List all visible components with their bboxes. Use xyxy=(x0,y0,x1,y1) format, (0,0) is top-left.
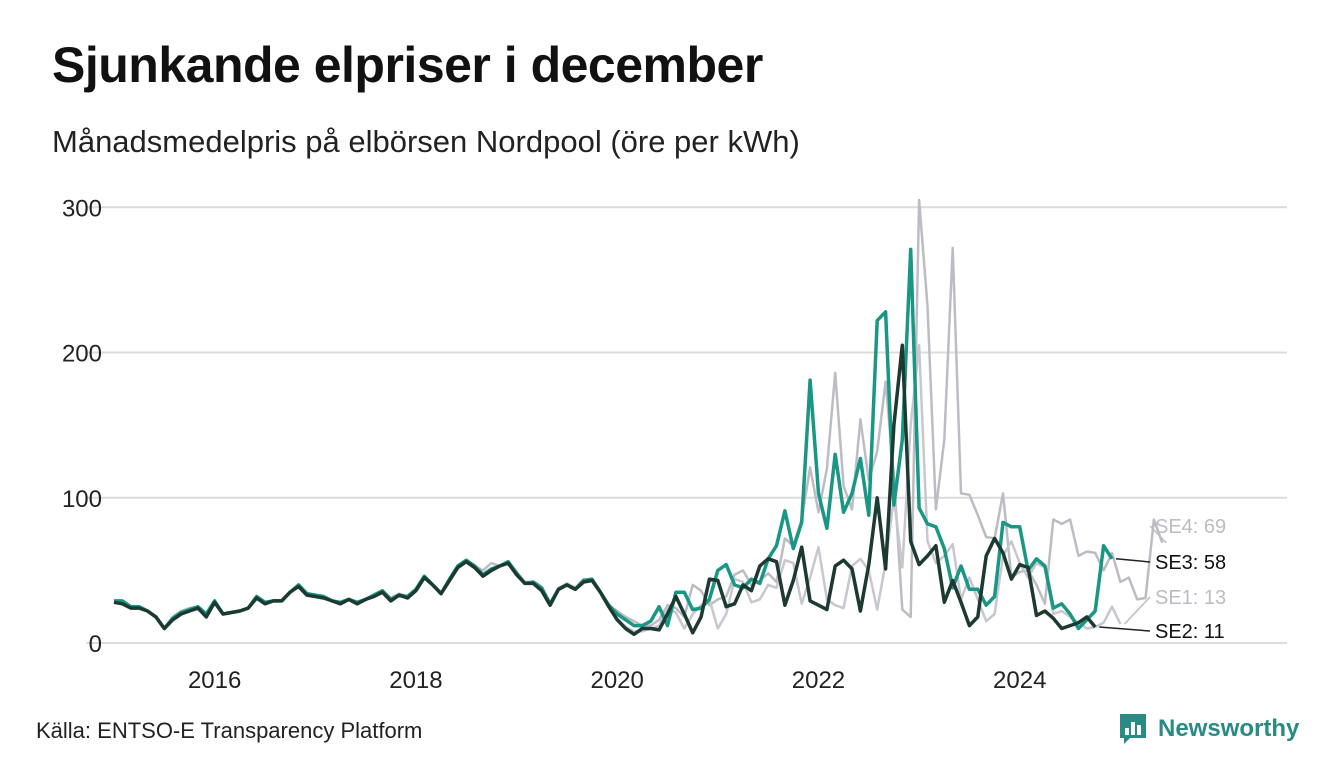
end-label-se1: SE1: 13 xyxy=(1155,587,1226,609)
x-tick-label: 2022 xyxy=(792,667,845,694)
end-label-se3: SE3: 58 xyxy=(1155,552,1226,574)
end-label-se4: SE4: 69 xyxy=(1155,516,1226,538)
leader-line-se4 xyxy=(1149,525,1167,544)
series-line-se2 xyxy=(113,343,1097,637)
y-tick-label: 0 xyxy=(89,631,102,658)
x-tick-label: 2024 xyxy=(993,667,1046,694)
end-label-se2: SE2: 11 xyxy=(1155,621,1225,643)
y-tick-label: 300 xyxy=(62,195,102,222)
y-tick-label: 100 xyxy=(62,486,102,513)
leader-line-se3 xyxy=(1115,558,1151,563)
series-line-se3 xyxy=(114,247,1114,631)
chart-subtitle: Månadsmedelpris på elbörsen Nordpool (ör… xyxy=(52,124,800,159)
x-tick-label: 2018 xyxy=(389,667,442,694)
y-tick-label: 200 xyxy=(62,341,102,368)
leader-line-se1 xyxy=(1123,596,1151,625)
bar-chart-speech-icon xyxy=(1120,714,1146,744)
brand-name: Newsworthy xyxy=(1158,715,1300,742)
x-tick-label: 2020 xyxy=(590,667,643,694)
leader-line-se2 xyxy=(1099,626,1151,632)
brand-logo[interactable]: Newsworthy xyxy=(1118,712,1299,746)
chart-title: Sjunkande elpriser i december xyxy=(52,37,763,93)
source-note: Källa: ENTSO-E Transparency Platform xyxy=(36,718,423,743)
x-tick-label: 2016 xyxy=(188,667,241,694)
